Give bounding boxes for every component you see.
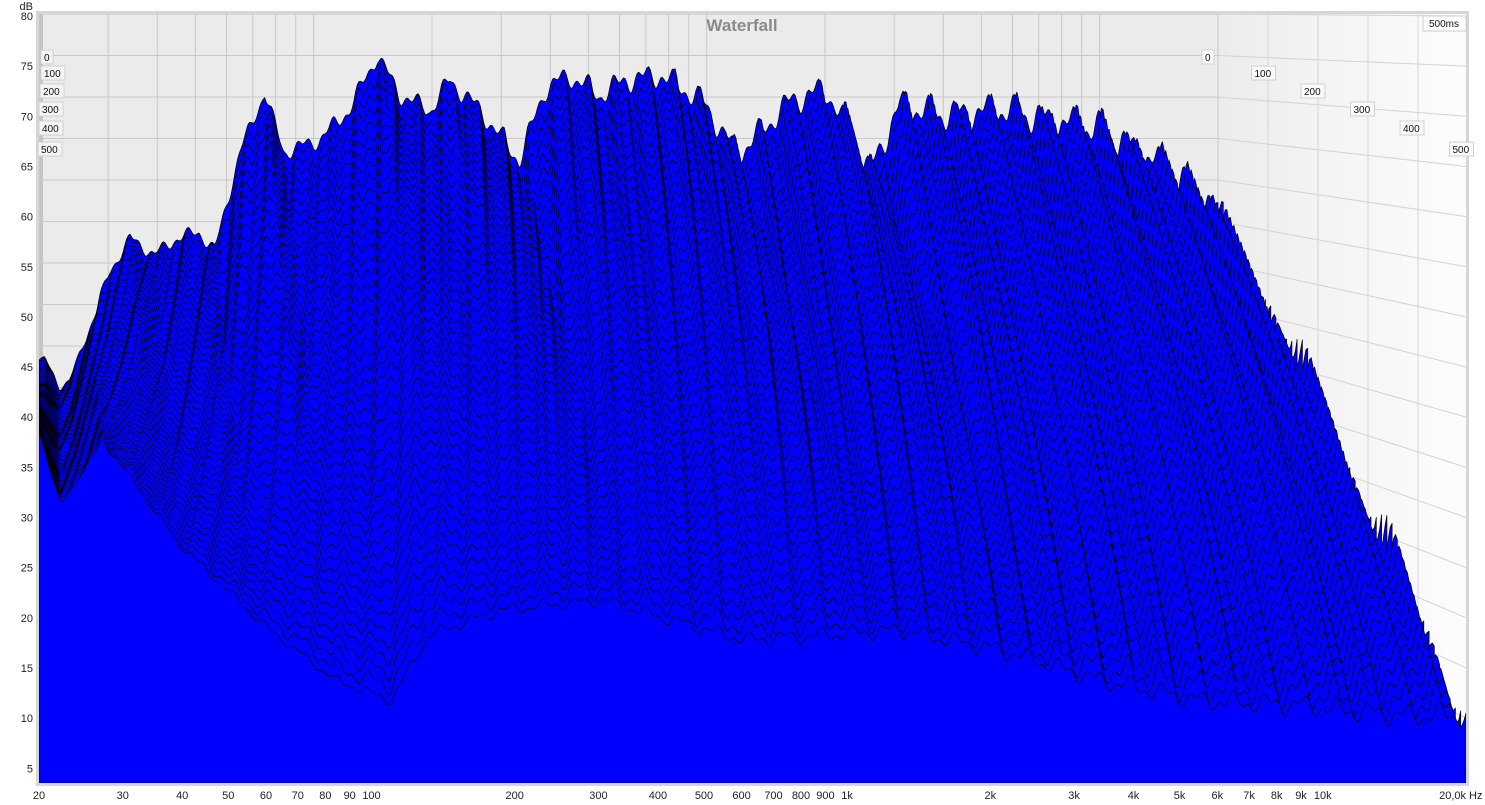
time-label-box [1201, 49, 1215, 65]
y-tick-label: 35 [21, 462, 33, 474]
time-range-label: 500ms [1429, 19, 1459, 30]
time-label-box [39, 83, 65, 99]
x-tick-label: 90 [344, 790, 356, 802]
time-tick-label-left: 400 [42, 124, 59, 135]
x-tick-label: 800 [792, 790, 810, 802]
y-tick-label: 55 [21, 262, 33, 274]
x-tick-label: 20,0k [1439, 790, 1466, 802]
y-tick-label: 50 [21, 312, 33, 324]
x-tick-label: 70 [292, 790, 304, 802]
time-label-box [1399, 120, 1425, 136]
time-label-box [1449, 141, 1474, 157]
y-tick-label: 15 [21, 663, 33, 675]
gridline-right-wall [1217, 179, 1466, 218]
time-label-box [40, 49, 54, 65]
time-label-box [40, 65, 66, 81]
gridline-right-wall [1217, 138, 1466, 167]
x-tick-label: 7k [1243, 790, 1255, 802]
x-tick-label: 300 [589, 790, 607, 802]
time-label-box [1251, 65, 1276, 81]
y-tick-label: 65 [21, 161, 33, 173]
x-tick-label: 30 [117, 790, 129, 802]
gridline-right-wall [1217, 55, 1466, 67]
x-tick-label: 700 [764, 790, 782, 802]
time-tick-label-right: 400 [1403, 124, 1420, 135]
time-tick-label-left: 200 [43, 87, 60, 98]
y-tick-label: 30 [21, 513, 33, 525]
time-tick-label-left: 500 [41, 145, 58, 156]
x-tick-label: 6k [1211, 790, 1223, 802]
time-label-box [38, 101, 64, 117]
y-axis-unit: dB [20, 1, 33, 13]
x-tick-label: 500 [695, 790, 713, 802]
time-tick-label-right: 0 [1205, 53, 1211, 64]
gridline-right-wall [1217, 96, 1466, 117]
x-tick-label: 8k [1271, 790, 1283, 802]
y-tick-label: 20 [21, 613, 33, 625]
time-label-box [1300, 83, 1326, 99]
x-tick-label: 20 [33, 790, 45, 802]
y-tick-label: 60 [21, 212, 33, 224]
y-tick-label: 25 [21, 563, 33, 575]
time-tick-label-right: 100 [1255, 69, 1272, 80]
waterfall-slice [39, 430, 1466, 783]
x-tick-label: 60 [260, 790, 272, 802]
x-tick-label: 1k [841, 790, 853, 802]
time-label-box [1350, 101, 1375, 117]
x-tick-label: 3k [1068, 790, 1080, 802]
x-tick-label: 600 [732, 790, 750, 802]
x-tick-label: 400 [649, 790, 667, 802]
gridline-right-wall [1217, 262, 1466, 318]
x-tick-label: 40 [176, 790, 188, 802]
y-axis-labels: 80 75 70 65 60 55 50 45 40 35 30 25 20 15 10 5 [21, 11, 33, 775]
time-tick-label-right: 200 [1304, 87, 1321, 98]
chart-title: Waterfall [706, 16, 777, 35]
time-axis-labels: 0 0 100 100 200 200 300 300 400 400 500 500 [37, 49, 1474, 157]
time-tick-label-right: 300 [1354, 105, 1371, 116]
x-tick-label: 4k [1128, 790, 1140, 802]
x-tick-label: 200 [506, 790, 524, 802]
x-tick-label: 50 [222, 790, 234, 802]
time-tick-label-left: 300 [42, 105, 59, 116]
x-tick-label: 80 [319, 790, 331, 802]
waterfall-slices [39, 58, 1466, 783]
x-tick-label: 5k [1174, 790, 1186, 802]
gridline-right-wall [1217, 221, 1466, 268]
time-tick-label-right: 500 [1453, 145, 1470, 156]
time-range-box [1422, 15, 1467, 32]
y-tick-label: 80 [21, 11, 33, 23]
x-tick-label: 9k [1295, 790, 1307, 802]
time-label-box [37, 141, 63, 157]
x-tick-label: 100 [362, 790, 380, 802]
x-tick-label: 10k [1314, 790, 1332, 802]
y-tick-label: 5 [27, 763, 33, 775]
x-axis-labels: 20 30 40 50 60 70 80 90 100 200 300 400 500 600 700 800… [33, 790, 1467, 802]
time-tick-label-left: 100 [44, 69, 61, 80]
x-tick-label: 900 [816, 790, 834, 802]
y-tick-label: 45 [21, 362, 33, 374]
time-label-box [38, 120, 64, 136]
y-tick-label: 75 [21, 61, 33, 73]
x-tick-label: 2k [984, 790, 996, 802]
y-tick-label: 70 [21, 111, 33, 123]
y-tick-label: 40 [21, 412, 33, 424]
time-tick-label-left: 0 [44, 53, 50, 64]
x-axis-unit: Hz [1469, 790, 1482, 802]
y-tick-label: 10 [21, 713, 33, 725]
